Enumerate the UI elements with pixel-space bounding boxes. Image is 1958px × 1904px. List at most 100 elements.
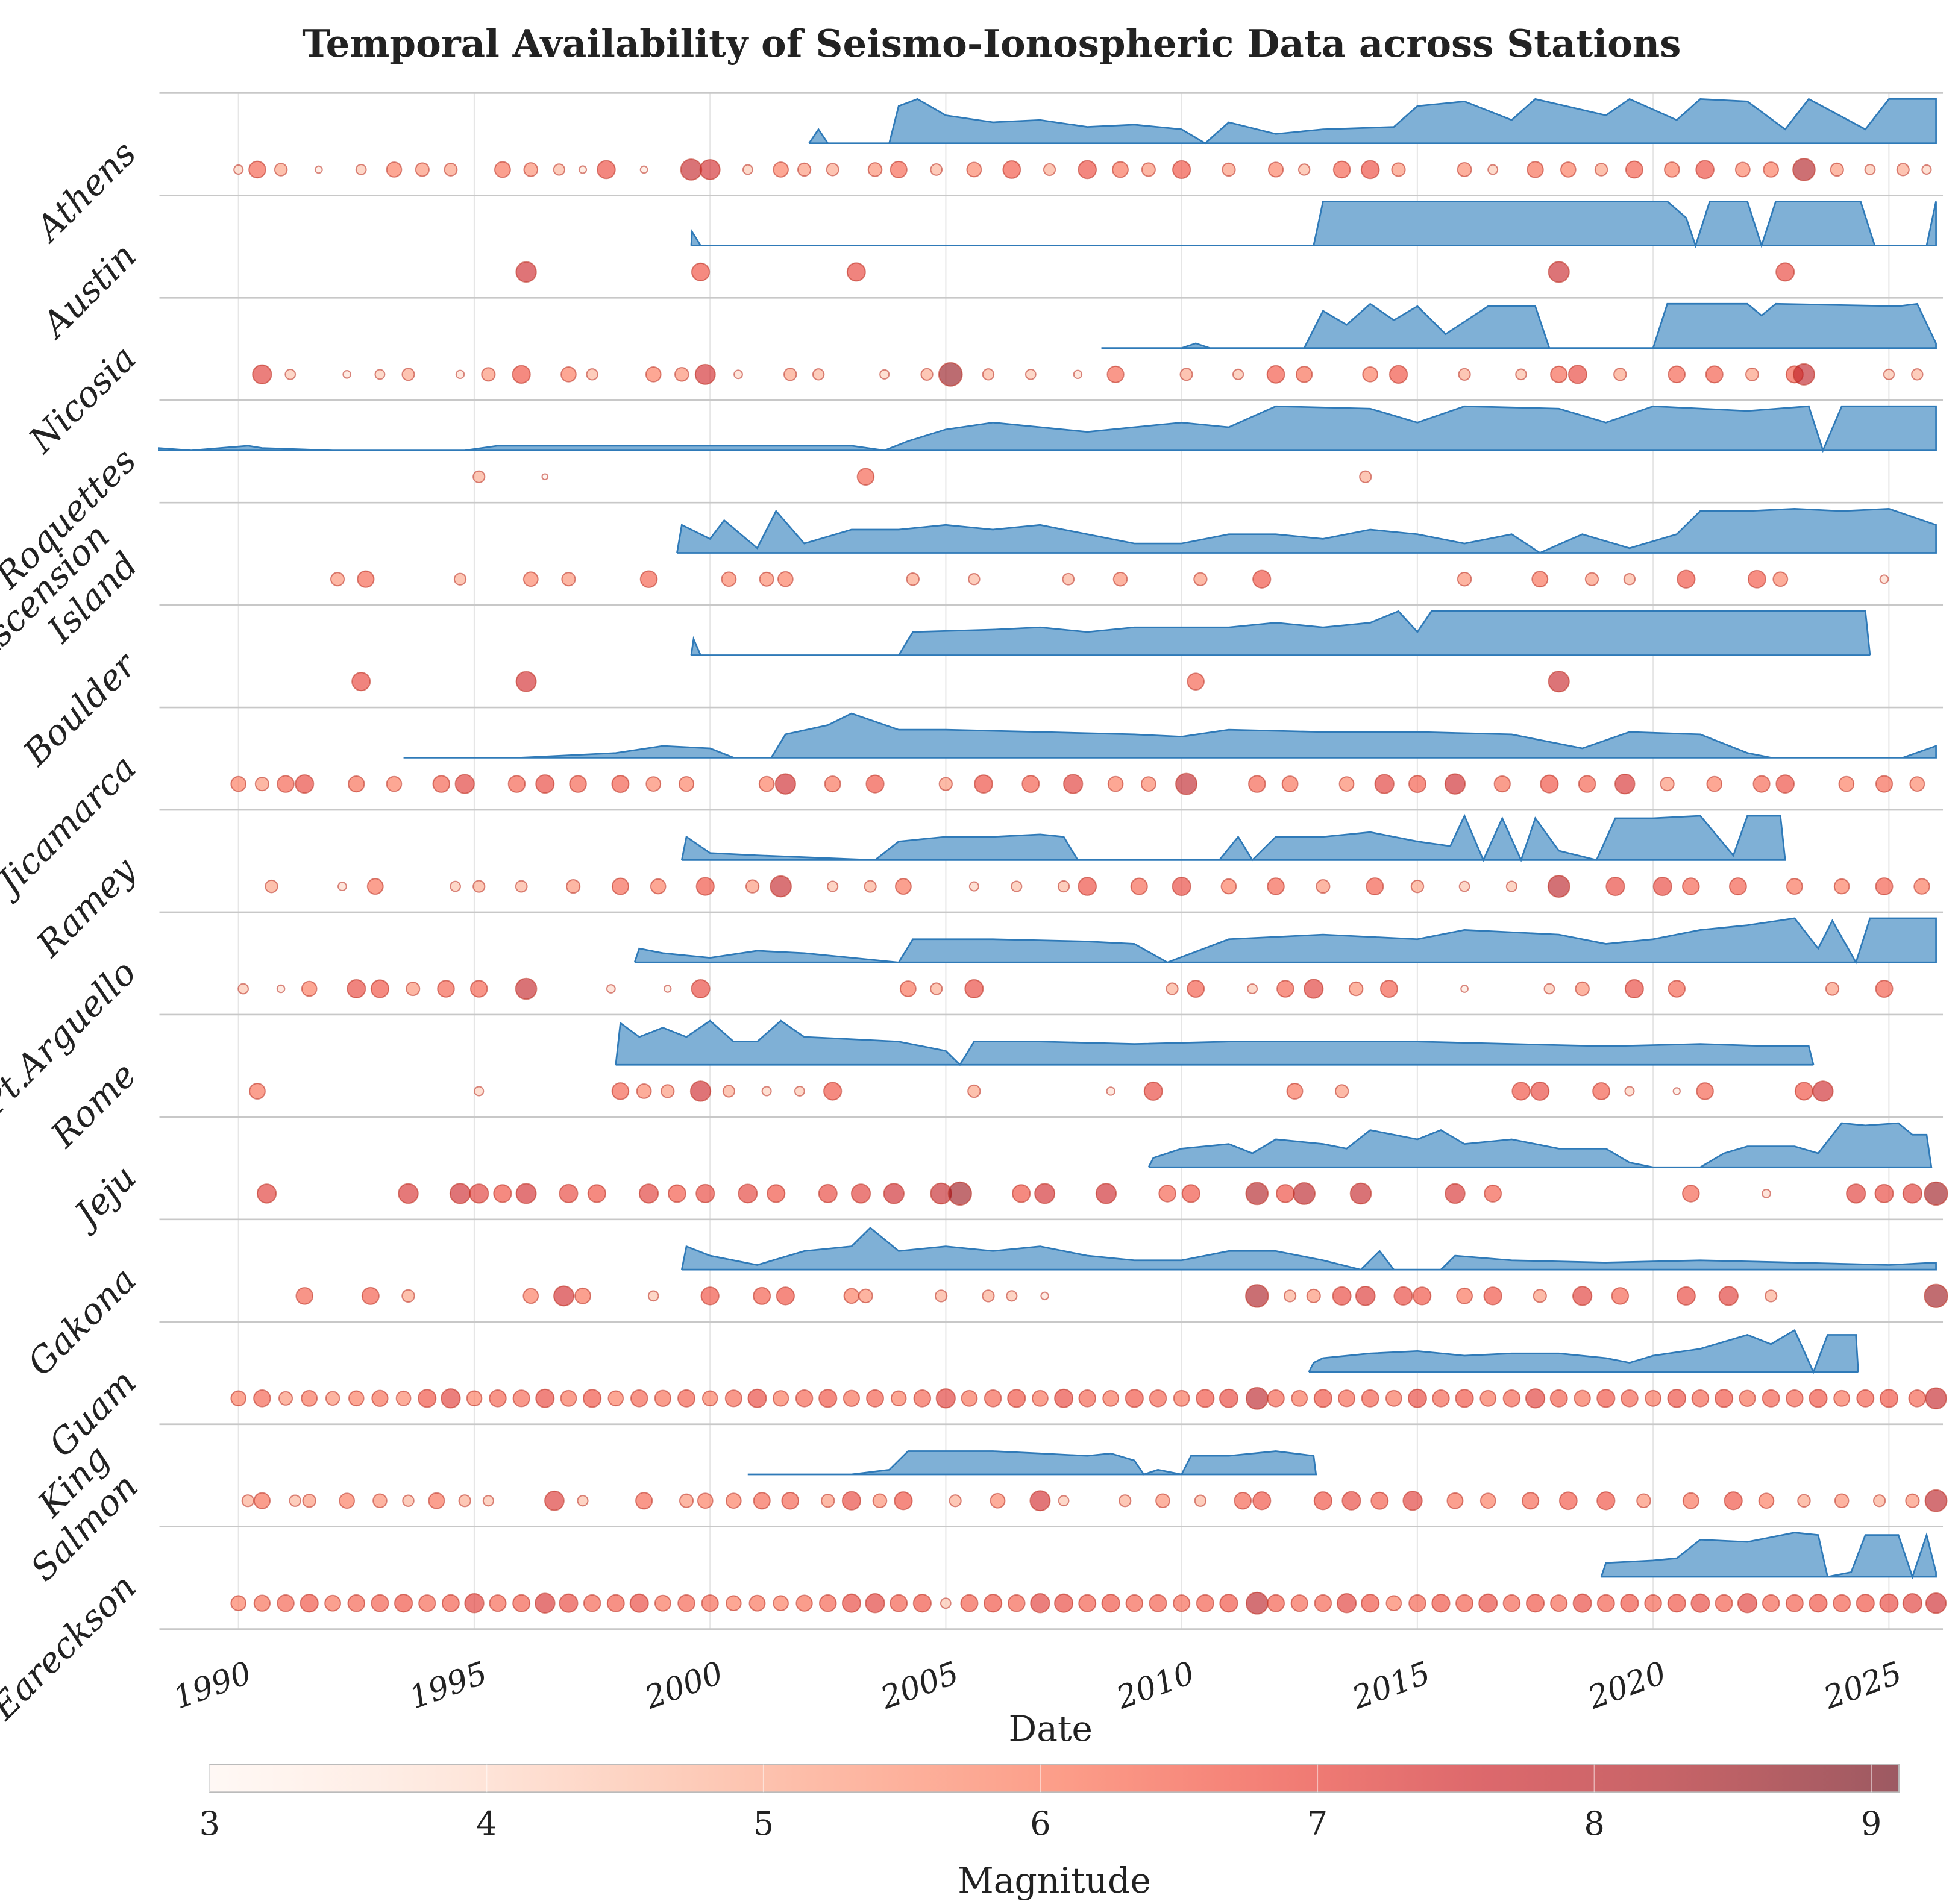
x-tick-label: 2025 [1819,1655,1907,1717]
event-point [611,1082,630,1100]
event-point [1455,1389,1474,1408]
event-point [1057,880,1070,893]
event-point [277,1594,295,1612]
event-point [402,1494,415,1507]
event-point [1029,1490,1051,1512]
event-point [818,1389,838,1408]
event-point [1374,774,1395,794]
event-point [934,1289,948,1303]
event-point [1548,671,1570,693]
event-point [645,366,662,383]
event-point [1407,1388,1428,1408]
event-point [453,572,467,586]
event-point [826,163,839,177]
event-point [1574,1389,1591,1407]
event-point [1856,1389,1875,1408]
event-point [1511,1082,1531,1101]
event-point [1078,1594,1097,1612]
station-row-guam: Guam [41,1329,1947,1465]
event-point [515,880,528,893]
event-point [1252,1491,1272,1511]
event-point [330,572,345,587]
event-point [1314,1594,1332,1612]
event-point [974,774,993,794]
event-point [1531,571,1549,588]
event-point [512,1389,530,1408]
event-point [883,1183,905,1204]
event-point [968,881,979,892]
event-point [772,1390,789,1407]
station-label-line: Austin [33,235,144,346]
event-point [930,982,943,995]
event-point [366,878,384,895]
event-point [398,1183,419,1204]
event-point [541,473,549,481]
event-point [721,571,737,587]
event-point [1391,162,1406,177]
event-point [489,1594,507,1612]
event-point [982,368,995,381]
event-point [386,161,403,178]
event-point [394,1594,413,1613]
event-point [629,1593,649,1613]
event-point [1040,1291,1049,1301]
event-point [866,1389,885,1408]
event-point [1705,365,1724,384]
event-point [812,368,825,381]
event-point [867,162,883,177]
event-point [679,1493,694,1508]
event-point [1896,163,1910,177]
event-point [1332,160,1351,179]
event-point [1196,1389,1215,1408]
event-point [1762,1189,1771,1198]
event-point [982,1289,995,1303]
event-point [635,1492,653,1510]
event-point [745,879,760,894]
event-point [432,775,451,793]
event-point [301,980,318,997]
availability-area [634,918,1936,963]
event-point [1924,1283,1948,1309]
event-point [843,1389,861,1407]
event-point [1385,1389,1402,1407]
event-point [864,880,877,893]
event-point [667,1184,686,1203]
event-point [544,1490,565,1511]
event-point [894,1491,913,1511]
event-point [535,774,555,794]
event-point [253,1389,271,1408]
event-point [1410,879,1425,894]
event-point [1172,877,1191,897]
event-point [1408,1594,1426,1612]
event-point [1875,775,1894,793]
station-label: Jeju [63,1157,144,1238]
event-point [1054,1593,1074,1613]
event-point [406,981,421,997]
event-point [1525,1388,1546,1409]
event-point [1408,775,1426,794]
event-point [1034,1183,1056,1204]
event-point [582,1389,602,1408]
event-point [1611,1287,1630,1305]
event-point [1290,1594,1308,1612]
event-point [1758,1492,1775,1509]
event-point [1715,1594,1733,1612]
event-point [559,1593,579,1613]
event-point [1718,1286,1739,1306]
event-point [773,1595,789,1612]
event-point [1578,775,1596,793]
event-point [1030,1593,1050,1614]
event-point [1838,775,1855,792]
event-point [1232,368,1244,380]
event-point [278,1391,293,1406]
event-point [441,1594,460,1612]
event-point [1487,164,1499,175]
event-point [560,366,577,383]
event-point [1682,1185,1700,1203]
event-point [1293,1182,1316,1205]
x-tick-label: 1995 [404,1655,492,1717]
availability-line [747,1450,1317,1476]
availability-area [1308,1330,1859,1373]
event-point [401,368,415,381]
event-point [1623,573,1636,586]
